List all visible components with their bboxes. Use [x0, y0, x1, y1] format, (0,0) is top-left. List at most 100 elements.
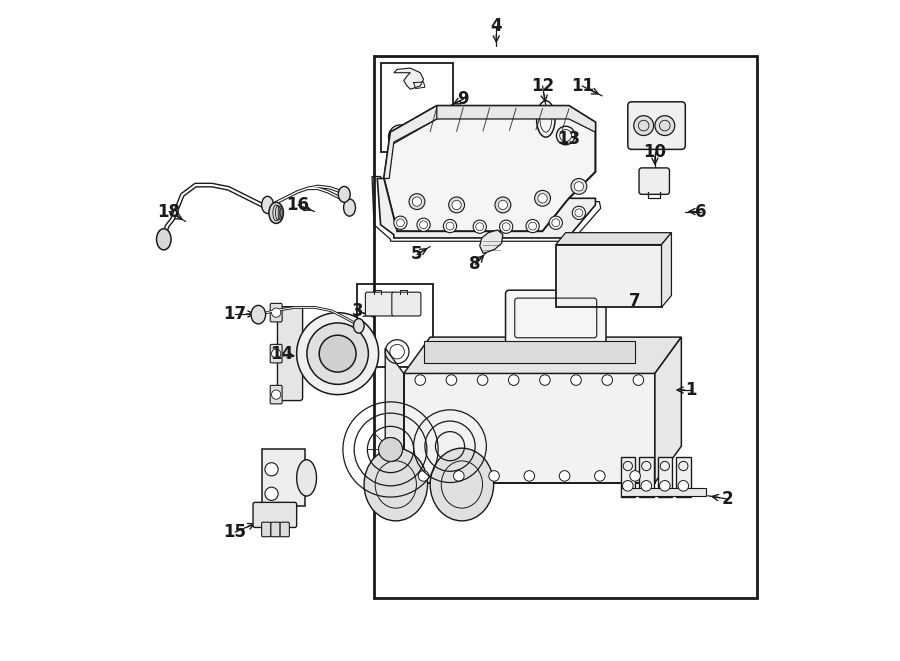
- Circle shape: [454, 471, 464, 481]
- Ellipse shape: [430, 448, 493, 521]
- Circle shape: [409, 194, 425, 210]
- Polygon shape: [385, 348, 404, 483]
- Circle shape: [571, 375, 581, 385]
- Circle shape: [379, 438, 402, 461]
- Circle shape: [415, 375, 426, 385]
- Text: 13: 13: [557, 130, 580, 148]
- Text: 5: 5: [411, 245, 423, 264]
- Circle shape: [524, 471, 535, 481]
- Circle shape: [265, 463, 278, 476]
- Bar: [620, 457, 635, 497]
- Text: 7: 7: [629, 292, 641, 310]
- Circle shape: [595, 471, 605, 481]
- FancyBboxPatch shape: [277, 307, 302, 401]
- Polygon shape: [480, 230, 503, 253]
- Circle shape: [477, 375, 488, 385]
- Bar: [424, 340, 635, 362]
- Circle shape: [473, 220, 486, 233]
- Ellipse shape: [364, 448, 427, 521]
- Polygon shape: [556, 245, 662, 307]
- Text: 18: 18: [158, 202, 181, 221]
- Circle shape: [444, 219, 456, 233]
- FancyBboxPatch shape: [253, 502, 297, 527]
- Circle shape: [272, 308, 281, 317]
- Text: 15: 15: [224, 523, 247, 541]
- Circle shape: [452, 200, 461, 210]
- Circle shape: [265, 487, 278, 500]
- Circle shape: [489, 471, 500, 481]
- Circle shape: [417, 218, 430, 231]
- Polygon shape: [384, 106, 596, 231]
- Text: 6: 6: [696, 202, 706, 221]
- Polygon shape: [384, 106, 436, 178]
- Ellipse shape: [297, 460, 317, 496]
- Circle shape: [272, 349, 281, 358]
- Ellipse shape: [157, 229, 171, 250]
- Text: 3: 3: [352, 301, 364, 320]
- Ellipse shape: [338, 186, 350, 202]
- Polygon shape: [394, 68, 424, 89]
- Circle shape: [655, 116, 675, 136]
- Bar: [658, 457, 672, 497]
- Ellipse shape: [354, 319, 364, 333]
- Bar: [357, 284, 434, 367]
- Text: 14: 14: [270, 344, 293, 363]
- Circle shape: [574, 182, 583, 191]
- Circle shape: [623, 481, 633, 491]
- Circle shape: [320, 335, 356, 372]
- Text: 11: 11: [571, 77, 594, 95]
- Circle shape: [418, 471, 428, 481]
- Circle shape: [540, 375, 550, 385]
- Ellipse shape: [269, 202, 284, 223]
- Bar: [620, 488, 706, 496]
- Polygon shape: [377, 178, 596, 238]
- FancyBboxPatch shape: [271, 522, 280, 537]
- Bar: [381, 63, 454, 152]
- FancyBboxPatch shape: [365, 292, 394, 316]
- Text: 17: 17: [223, 305, 247, 323]
- FancyBboxPatch shape: [392, 292, 421, 316]
- FancyBboxPatch shape: [270, 344, 282, 363]
- Ellipse shape: [262, 196, 274, 214]
- Circle shape: [495, 197, 511, 213]
- FancyBboxPatch shape: [506, 290, 606, 346]
- FancyBboxPatch shape: [262, 522, 271, 537]
- Bar: [639, 457, 653, 497]
- Polygon shape: [404, 373, 655, 483]
- Bar: [676, 457, 690, 497]
- Circle shape: [602, 375, 613, 385]
- Circle shape: [572, 206, 586, 219]
- Circle shape: [633, 375, 643, 385]
- Circle shape: [630, 471, 641, 481]
- Circle shape: [394, 216, 407, 229]
- Circle shape: [508, 375, 519, 385]
- Circle shape: [412, 197, 421, 206]
- Polygon shape: [404, 337, 681, 373]
- Ellipse shape: [251, 305, 266, 324]
- Text: 12: 12: [531, 77, 554, 95]
- FancyBboxPatch shape: [270, 303, 282, 322]
- Circle shape: [297, 313, 379, 395]
- Text: 2: 2: [722, 490, 734, 508]
- Text: 16: 16: [286, 196, 310, 214]
- Bar: [262, 449, 304, 506]
- FancyBboxPatch shape: [628, 102, 685, 149]
- Circle shape: [446, 375, 456, 385]
- Text: 10: 10: [644, 143, 666, 161]
- Polygon shape: [556, 233, 671, 245]
- Circle shape: [634, 116, 653, 136]
- Circle shape: [678, 481, 688, 491]
- Circle shape: [571, 178, 587, 194]
- Circle shape: [660, 481, 670, 491]
- Circle shape: [499, 200, 508, 210]
- Circle shape: [641, 481, 652, 491]
- FancyBboxPatch shape: [280, 522, 290, 537]
- Circle shape: [500, 220, 513, 233]
- Ellipse shape: [344, 199, 356, 216]
- Circle shape: [307, 323, 368, 384]
- Text: 4: 4: [491, 17, 502, 36]
- Circle shape: [272, 390, 281, 399]
- Circle shape: [526, 219, 539, 233]
- Bar: [374, 56, 758, 598]
- Circle shape: [559, 471, 570, 481]
